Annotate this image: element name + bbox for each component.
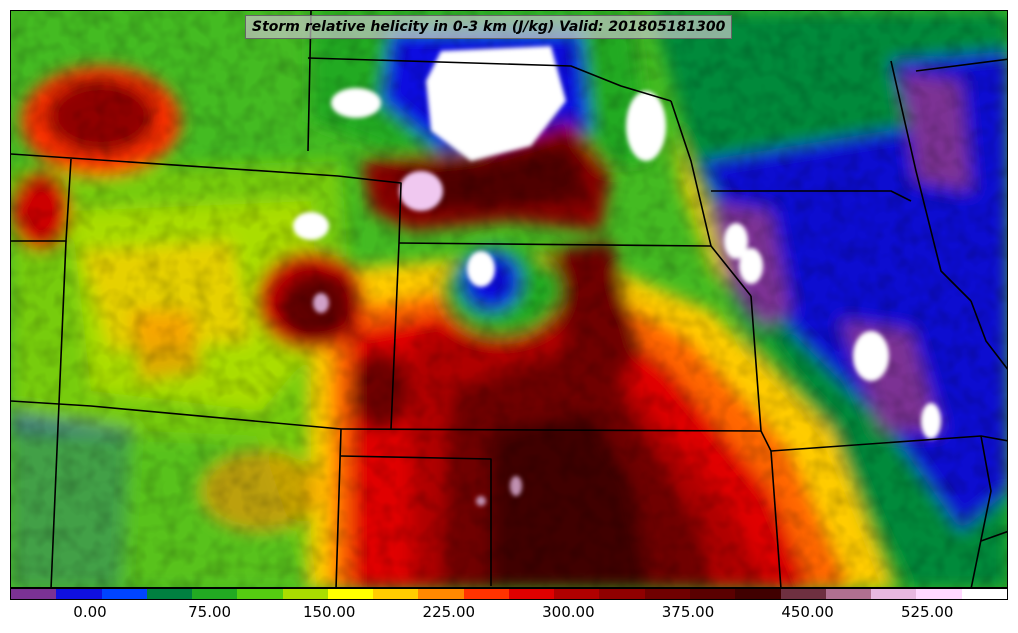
- colorbar-tick-label: 75.00: [188, 603, 232, 621]
- border-river-east: [970, 300, 1007, 370]
- colorbar-swatch: [282, 589, 328, 599]
- colorbar-tick-label: 300.00: [542, 603, 595, 621]
- colorbar-tick-label: 225.00: [422, 603, 476, 621]
- border-sd-east: [670, 100, 712, 247]
- colorbar-swatch: [192, 589, 238, 599]
- colorbar-swatch: [327, 589, 374, 599]
- border-ok-east: [770, 450, 782, 587]
- colorbar-swatch: [508, 589, 555, 599]
- border-mt-wy-east: [11, 153, 339, 177]
- colorbar-swatch: [961, 589, 1007, 599]
- colorbar-swatch: [916, 589, 962, 599]
- border-wy-co-ne: [337, 175, 402, 244]
- colorbar-swatch: [554, 589, 600, 599]
- colorbar-swatch: [101, 589, 147, 599]
- border-ks-east: [750, 295, 772, 452]
- colorbar-tick-label: 450.00: [781, 603, 834, 621]
- colorbar-swatch: [56, 589, 102, 599]
- colorbar-tick-label: 375.00: [661, 603, 715, 621]
- colorbar-swatch: [825, 589, 872, 599]
- border-ok-north: [340, 455, 492, 586]
- contour-fills: [11, 11, 1007, 587]
- colorbar-tick-label: 150.00: [302, 603, 356, 621]
- colorbar-swatch: [871, 589, 917, 599]
- map-panel: [10, 10, 1008, 588]
- colorbar-swatch: [644, 589, 690, 599]
- border-co-ks-south: [340, 428, 762, 432]
- border-co-south: [11, 400, 342, 430]
- colorbar-swatch: [780, 589, 826, 599]
- colorbar-swatch: [418, 589, 464, 599]
- border-sd-ne: [307, 57, 672, 102]
- border-ar: [970, 435, 992, 587]
- border-ks-north: [390, 242, 400, 430]
- colorbar-swatch: [735, 589, 781, 599]
- border-mo-north: [711, 190, 912, 202]
- helicity-contour-map: [11, 11, 1007, 587]
- colorbar-tick-label: 525.00: [900, 603, 954, 621]
- colorbar-swatch: [237, 589, 283, 599]
- map-title: Storm relative helicity in 0-3 km (J/kg)…: [245, 15, 733, 39]
- colorbar-swatch: [689, 589, 736, 599]
- colorbar-swatch: [599, 589, 645, 599]
- colorbar-swatch: [11, 589, 57, 599]
- colorbar: [10, 588, 1008, 600]
- border-il-south: [980, 530, 1007, 542]
- colorbar-swatch: [463, 589, 509, 599]
- border-ok-panhandle: [335, 428, 342, 587]
- border-mn: [915, 58, 1007, 72]
- colorbar-swatch: [373, 589, 419, 599]
- border-ia-il: [890, 60, 972, 302]
- colorbar-swatch: [146, 589, 193, 599]
- colorbar-tick-label: 0.00: [73, 603, 107, 621]
- border-ut-co: [50, 240, 67, 587]
- colorbar-tick-labels: 0.00 75.00 150.00 225.00 300.00 375.00 450.00 5…: [10, 603, 1008, 625]
